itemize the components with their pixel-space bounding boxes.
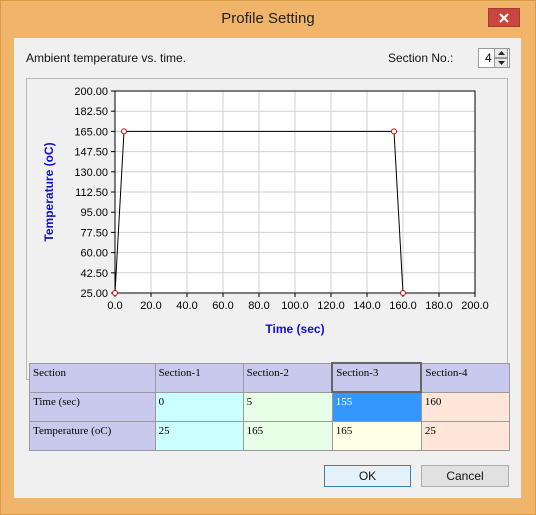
y-tick-label: 200.00: [74, 86, 108, 98]
x-tick-label: 60.0: [212, 300, 233, 312]
x-tick-label: 200.0: [461, 300, 489, 312]
ok-button[interactable]: OK: [324, 465, 411, 487]
table-header-row: Section Section-1 Section-2 Section-3 Se…: [29, 362, 511, 393]
y-tick-label: 147.50: [74, 147, 108, 159]
header-cell-section-3[interactable]: Section-3: [331, 362, 423, 393]
header-cell-section: Section: [29, 362, 156, 393]
table-row-time: Time (sec) 0 5 155 160: [29, 391, 511, 422]
cancel-button[interactable]: Cancel: [421, 465, 509, 487]
header-cell-section-1[interactable]: Section-1: [154, 362, 244, 393]
temp-cell-section-2[interactable]: 165: [242, 420, 333, 451]
y-tick-label: 77.50: [80, 227, 108, 239]
header-cell-section-2[interactable]: Section-2: [242, 362, 333, 393]
header-cell-section-4[interactable]: Section-4: [420, 362, 511, 393]
chevron-down-icon: [497, 61, 505, 65]
x-tick-label: 80.0: [248, 300, 269, 312]
y-tick-label: 112.50: [75, 187, 108, 199]
x-tick-label: 160.0: [389, 300, 417, 312]
temp-cell-section-4[interactable]: 25: [420, 420, 511, 451]
profile-point-marker[interactable]: [121, 128, 127, 135]
time-cell-section-3[interactable]: 155: [331, 391, 422, 422]
window-title: Profile Setting: [221, 10, 315, 27]
x-tick-label: 180.0: [425, 300, 453, 312]
time-cell-section-1[interactable]: 0: [154, 391, 244, 422]
table-row-temperature: Temperature (oC) 25 165 165 25: [29, 420, 511, 451]
profile-point-marker[interactable]: [391, 128, 397, 135]
close-button[interactable]: [488, 8, 520, 27]
x-tick-label: 140.0: [353, 300, 381, 312]
temperature-chart: 0.0 20.0 40.0 60.0 80.0 100.0 120.0 140.0 160.0 1…: [42, 86, 489, 336]
close-icon: [499, 12, 509, 23]
temp-cell-section-3[interactable]: 165: [331, 420, 422, 451]
spin-down-button[interactable]: [494, 58, 508, 68]
section-table: Section Section-1 Section-2 Section-3 Se…: [29, 362, 511, 451]
y-tick-label: 42.50: [80, 268, 108, 280]
x-tick-label: 100.0: [281, 300, 309, 312]
time-cell-section-4[interactable]: 160: [420, 391, 511, 422]
chevron-up-icon: [497, 51, 505, 55]
x-tick-label: 0.0: [107, 300, 122, 312]
y-tick-label: 165.00: [74, 126, 108, 138]
x-tick-label: 120.0: [317, 300, 345, 312]
chart-panel: 0.0 20.0 40.0 60.0 80.0 100.0 120.0 140.0 160.0 1…: [26, 78, 508, 380]
section-no-label: Section No.:: [388, 51, 454, 65]
x-axis-title: Time (sec): [265, 322, 324, 336]
y-tick-label: 95.00: [80, 207, 108, 219]
section-no-spinner: [494, 48, 508, 68]
x-tick-label: 20.0: [140, 300, 161, 312]
dialog-client-area: Ambient temperature vs. time. Section No…: [14, 38, 521, 498]
chart-caption: Ambient temperature vs. time.: [26, 51, 187, 65]
profile-point-marker[interactable]: [112, 290, 118, 296]
y-tick-label: 130.00: [74, 167, 108, 179]
row-label-temperature: Temperature (oC): [29, 420, 156, 451]
temp-cell-section-1[interactable]: 25: [154, 420, 244, 451]
y-axis-title: Temperature (oC): [42, 142, 56, 241]
profile-point-marker[interactable]: [400, 290, 406, 296]
time-cell-section-2[interactable]: 5: [242, 391, 333, 422]
spin-up-button[interactable]: [494, 48, 508, 58]
x-tick-label: 40.0: [176, 300, 197, 312]
y-tick-label: 25.00: [80, 288, 108, 300]
title-bar[interactable]: Profile Setting: [1, 1, 535, 38]
profile-series-line: [114, 130, 404, 294]
y-tick-label: 60.00: [80, 248, 108, 260]
row-label-time: Time (sec): [29, 391, 156, 422]
y-tick-label: 182.50: [74, 106, 108, 118]
